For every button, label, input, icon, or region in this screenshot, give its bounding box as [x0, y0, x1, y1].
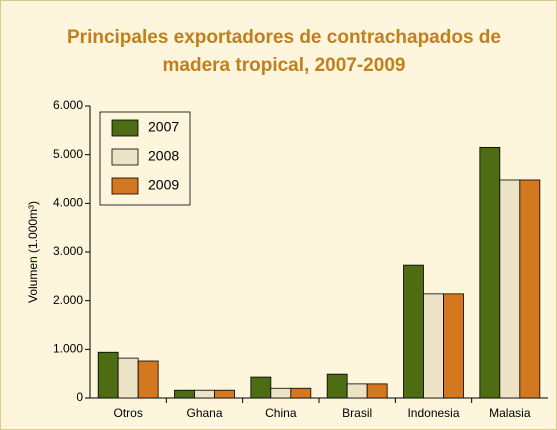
x-tick-label: Otros — [113, 406, 142, 420]
legend-box — [99, 111, 191, 206]
bar — [366, 383, 388, 399]
y-tick-label: 1.000 — [53, 342, 83, 356]
y-tick-label: 6.000 — [53, 98, 83, 112]
y-axis-label: Volumen (1.000m³) — [26, 201, 40, 303]
bar — [174, 389, 195, 399]
bar — [519, 179, 541, 399]
x-tick-label: China — [265, 406, 297, 420]
x-tick-label: Ghana — [186, 406, 222, 420]
bar — [326, 373, 348, 399]
bar — [346, 383, 368, 399]
x-tick-label: Indonesia — [407, 406, 459, 420]
x-tick-label: Brasil — [342, 406, 372, 420]
y-tick-label: 5.000 — [53, 147, 83, 161]
y-tick-label: 2.000 — [53, 293, 83, 307]
legend-swatch — [111, 177, 139, 195]
legend-swatch — [111, 119, 139, 137]
x-tick-label: Malasia — [489, 406, 531, 420]
bar — [250, 376, 272, 399]
legend-label: 2007 — [148, 119, 179, 135]
y-tick-label: 3.000 — [53, 244, 83, 258]
bar — [214, 389, 235, 399]
bar — [499, 179, 521, 399]
bar — [479, 146, 501, 399]
bar — [443, 293, 464, 399]
bar — [194, 389, 215, 399]
bar — [403, 264, 424, 399]
bar — [137, 360, 159, 399]
legend-label: 2008 — [148, 148, 179, 164]
bar — [97, 351, 119, 399]
chart-title: Principales exportadores de contrachapad… — [67, 27, 501, 76]
bar — [117, 357, 139, 399]
bar — [290, 387, 312, 399]
y-tick-label: 0 — [76, 390, 83, 404]
legend-label: 2009 — [148, 177, 179, 193]
bar — [270, 387, 292, 399]
y-tick-label: 4.000 — [53, 196, 83, 210]
bar — [423, 293, 444, 399]
legend-swatch — [111, 148, 139, 166]
